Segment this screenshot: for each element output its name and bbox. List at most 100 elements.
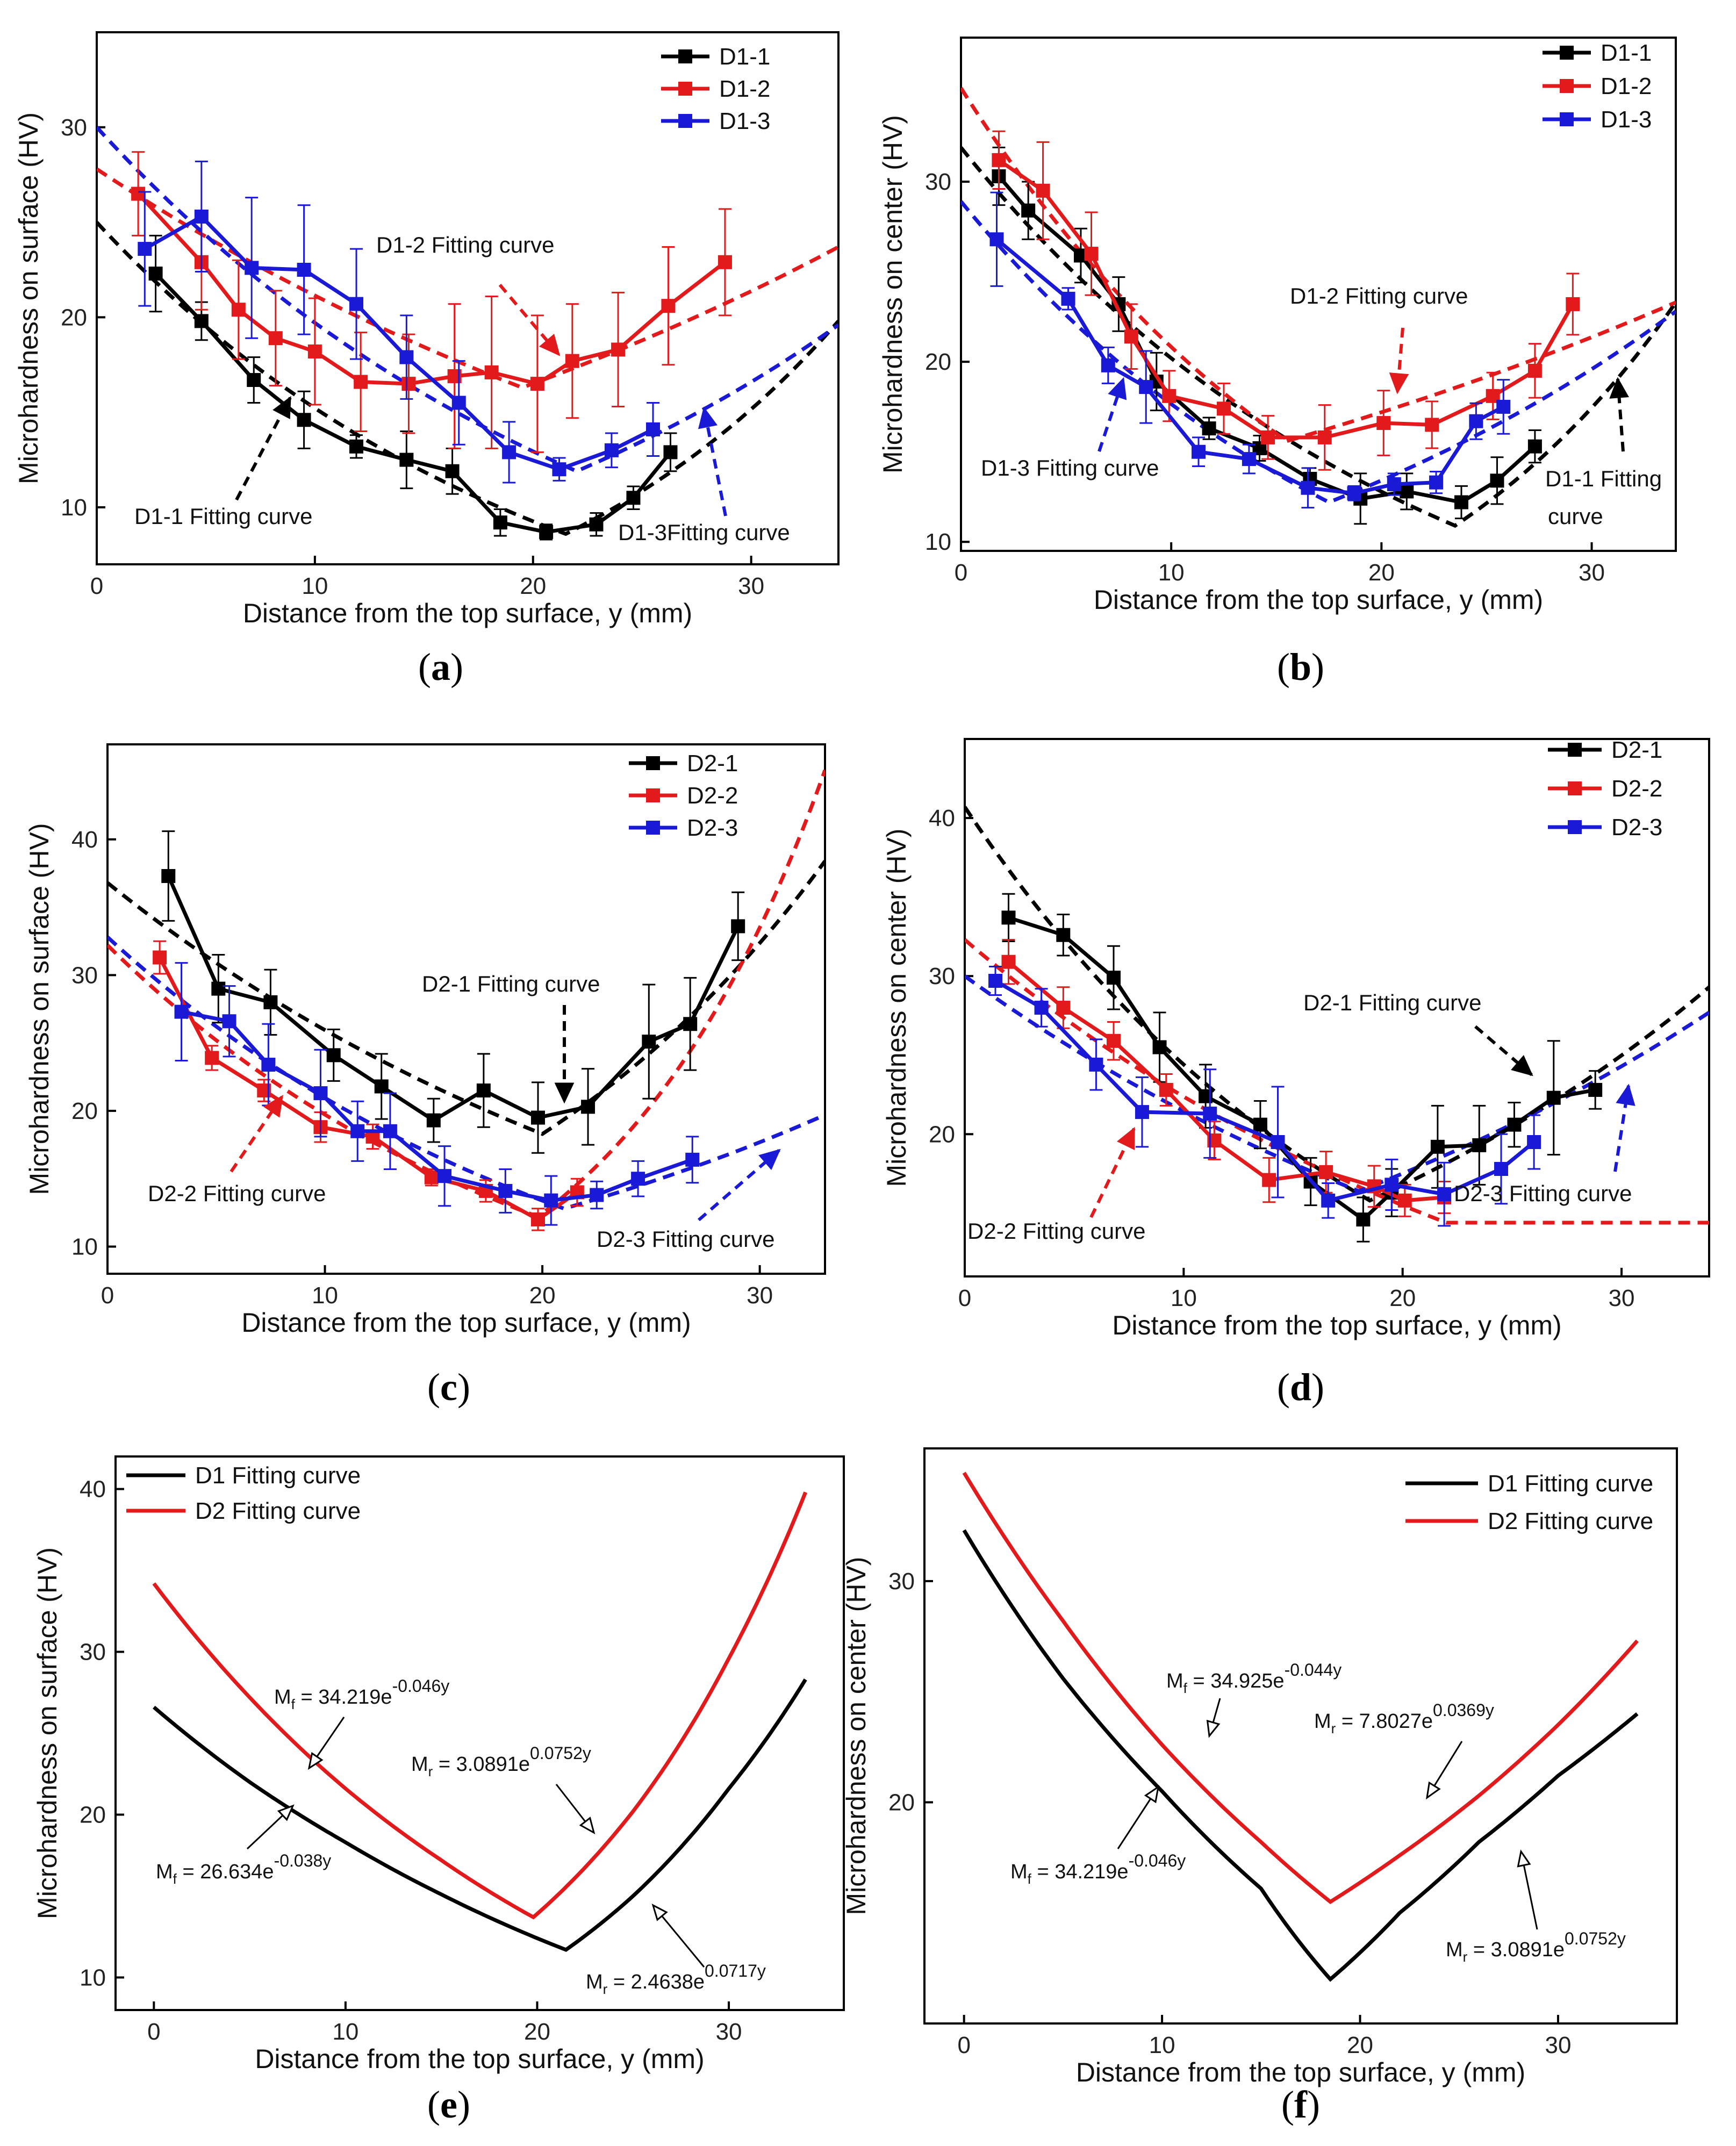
x-tick-label: 30 xyxy=(747,1282,773,1309)
data-point xyxy=(1566,297,1580,311)
data-point xyxy=(1253,1117,1267,1132)
plot-frame xyxy=(106,743,826,1275)
y-tick-label: 30 xyxy=(80,1639,106,1666)
arrow-head xyxy=(1389,372,1409,394)
data-point xyxy=(326,1048,341,1063)
equation-label: Mr = 3.0891e0.0752y xyxy=(411,1743,591,1779)
data-point xyxy=(1430,1139,1445,1154)
data-point xyxy=(1494,1162,1509,1176)
x-tick-label: 20 xyxy=(1389,1285,1416,1311)
data-point xyxy=(247,373,261,387)
x-axis-label: Distance from the top surface, y (mm) xyxy=(1076,2057,1525,2087)
data-point xyxy=(161,869,176,883)
fitting-curve-annotation: D1-2 Fitting curve xyxy=(376,232,554,257)
data-point xyxy=(498,1183,513,1198)
fitting-curve xyxy=(97,221,838,536)
data-point xyxy=(354,375,368,389)
data-point xyxy=(383,1124,397,1138)
series-line xyxy=(157,956,578,1222)
x-tick-label: 20 xyxy=(1368,559,1395,586)
data-point xyxy=(626,491,641,505)
x-tick-label: 0 xyxy=(955,559,967,586)
legend-marker xyxy=(646,821,660,835)
arrow-head xyxy=(698,406,718,429)
series-line xyxy=(962,1472,1639,1905)
fitting-curve xyxy=(965,938,1709,1225)
data-point xyxy=(1527,439,1542,454)
data-point xyxy=(263,995,278,1009)
legend-marker xyxy=(678,114,692,128)
data-point xyxy=(604,443,619,457)
legend-label: D1 Fitting curve xyxy=(1488,1470,1653,1497)
data-point xyxy=(1469,414,1483,428)
fitting-curve-annotation: D2-3 Fitting curve xyxy=(597,1226,774,1252)
series-line xyxy=(153,1678,807,1952)
arrow-head xyxy=(1206,1719,1221,1738)
equation-label: Mf = 34.219e-0.046y xyxy=(1010,1851,1186,1887)
fitting-curve-annotation: curve xyxy=(1548,504,1603,529)
arrow-head xyxy=(539,334,561,356)
y-tick-label: 30 xyxy=(929,963,955,989)
arrow-head xyxy=(651,1904,668,1921)
data-point xyxy=(313,1086,328,1101)
fitting-curve xyxy=(107,860,825,1136)
data-point xyxy=(268,331,283,346)
data-point xyxy=(1317,430,1332,444)
series-line xyxy=(181,1010,693,1203)
x-tick-label: 10 xyxy=(1171,1285,1197,1311)
legend-marker xyxy=(1560,112,1574,126)
data-point xyxy=(297,262,311,277)
data-point xyxy=(552,462,566,477)
legend-marker xyxy=(646,788,660,802)
y-tick-label: 20 xyxy=(71,1098,98,1124)
panel-caption: (d) xyxy=(1277,1366,1324,1409)
y-tick-label: 20 xyxy=(61,304,87,331)
legend: D2-1 D2-2 D2-3 xyxy=(1548,737,1662,841)
data-point xyxy=(581,1100,596,1114)
data-point xyxy=(1162,389,1177,403)
data-point xyxy=(451,396,466,410)
arrow-head xyxy=(758,1149,781,1171)
legend-label: D1-1 xyxy=(1601,40,1652,66)
y-tick-label: 40 xyxy=(71,827,98,853)
equation-label: Mf = 34.219e-0.046y xyxy=(274,1676,449,1712)
y-tick-label: 40 xyxy=(80,1476,106,1503)
x-tick-label: 0 xyxy=(147,2019,160,2045)
legend-marker xyxy=(1568,743,1582,757)
legend-marker xyxy=(1560,79,1574,93)
plot-frame xyxy=(960,37,1677,552)
legend-label: D2-3 xyxy=(687,815,738,841)
legend-marker xyxy=(678,82,692,96)
data-point xyxy=(1159,1082,1173,1097)
y-tick-label: 30 xyxy=(61,114,87,141)
y-tick-label: 10 xyxy=(61,494,87,521)
data-point xyxy=(590,1188,604,1202)
data-point xyxy=(231,303,246,317)
x-tick-label: 30 xyxy=(716,2019,742,2045)
equation-label: Mf = 34.925e-0.044y xyxy=(1166,1660,1342,1696)
panel-f: 0 10 20 30 20 30 Distance from the top surface… xyxy=(841,1447,1678,2126)
data-point xyxy=(1347,486,1361,500)
x-tick-label: 0 xyxy=(90,573,103,599)
data-point xyxy=(174,1004,189,1019)
data-point xyxy=(685,1152,700,1167)
plot-frame xyxy=(923,1447,1678,2025)
data-point xyxy=(1242,452,1256,466)
panel-d: 0 10 20 30 20 30 40 Distance from the top surfa… xyxy=(881,737,1710,1409)
y-axis-label: Microhardness on surface (HV) xyxy=(24,823,54,1195)
fitting-curve-annotation: D2-1 Fitting curve xyxy=(422,971,600,996)
data-point xyxy=(589,517,604,532)
data-point xyxy=(1107,971,1121,985)
data-point xyxy=(399,350,414,364)
arrow-head xyxy=(1616,1083,1635,1106)
panel-caption: (a) xyxy=(418,645,463,688)
data-point xyxy=(1397,1193,1412,1208)
plot-frame xyxy=(114,1455,845,2011)
data-point xyxy=(1429,475,1444,490)
data-point xyxy=(1546,1090,1561,1105)
y-tick-label: 10 xyxy=(80,1964,106,1991)
x-axis-label: Distance from the top surface, y (mm) xyxy=(243,598,692,628)
data-point xyxy=(148,267,163,281)
